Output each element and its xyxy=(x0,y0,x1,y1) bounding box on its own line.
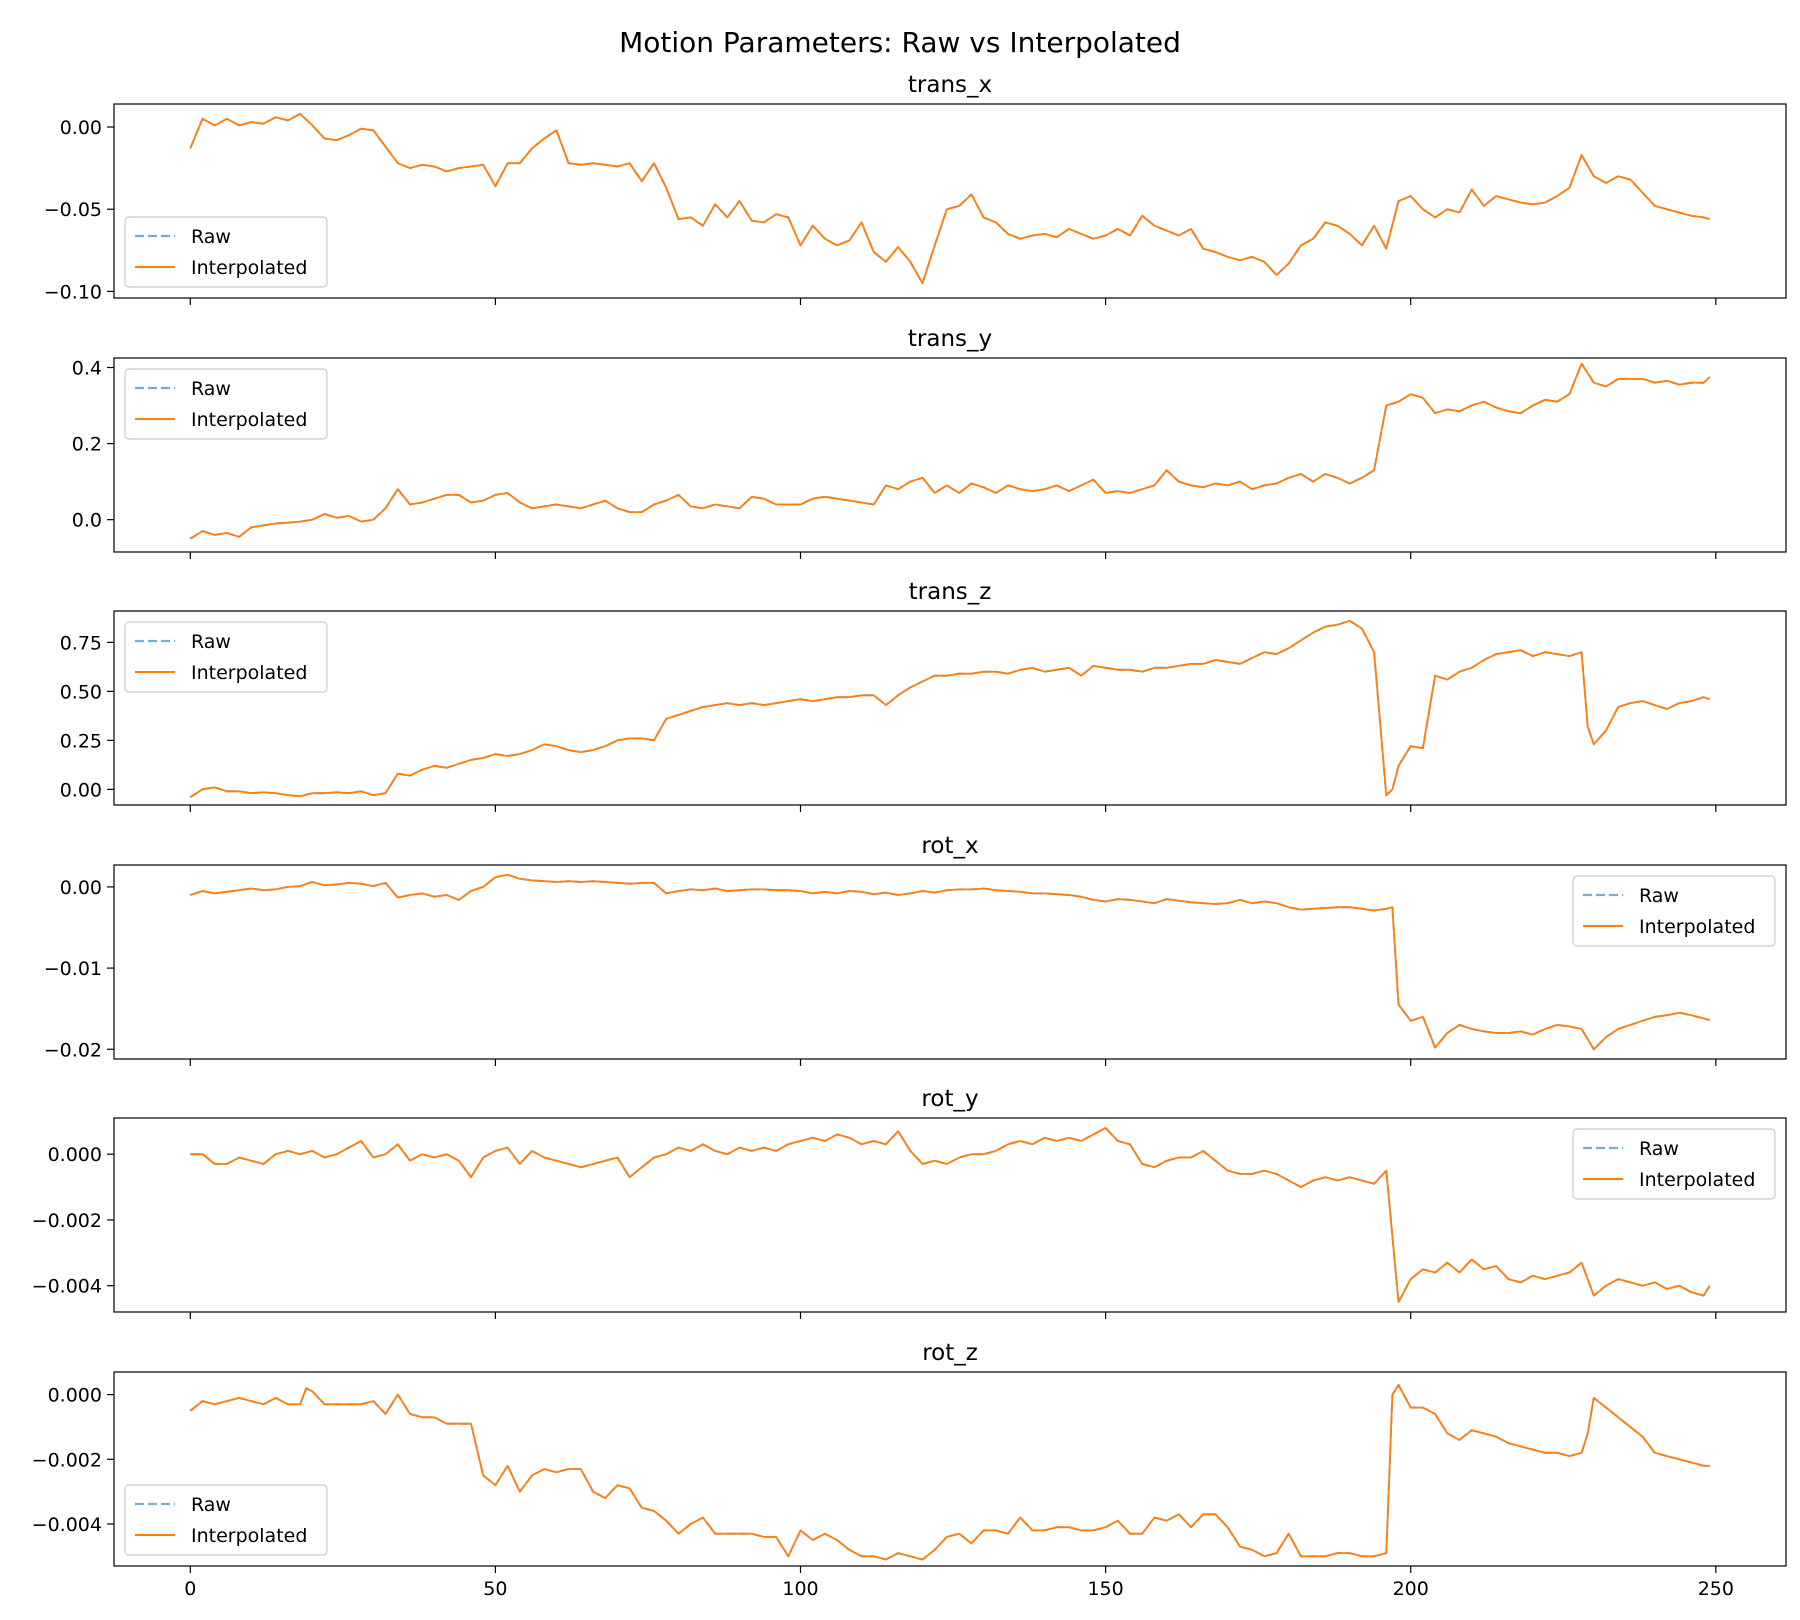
y-tick-label: 0.4 xyxy=(72,358,102,380)
axes-frame xyxy=(113,357,1787,553)
y-tick-label: 0.00 xyxy=(60,779,102,801)
subplot-rot_z: rot_z −0.004 −0.002 0.000 0 50 100 150 200 250 Raw… xyxy=(32,1340,1787,1600)
legend-label: Raw xyxy=(1639,885,1679,907)
series-line-raw xyxy=(189,112,1710,285)
legend-label: Interpolated xyxy=(191,1525,307,1547)
legend-box xyxy=(1572,875,1776,947)
y-tick-label: 0.00 xyxy=(60,117,102,139)
subplot-rot_y: rot_y −0.004 −0.002 0.000 Raw Interpolated xyxy=(32,1086,1787,1319)
y-tick-label: 0.25 xyxy=(60,730,102,752)
axes-frame xyxy=(113,1371,1787,1567)
legend-label: Raw xyxy=(191,378,231,400)
legend-label: Raw xyxy=(191,1494,231,1516)
series-line-interpolated xyxy=(189,1384,1710,1561)
legend-label: Interpolated xyxy=(1639,1169,1755,1191)
legend-box xyxy=(124,1484,328,1556)
x-tick-label: 250 xyxy=(1698,1578,1734,1600)
series-line-interpolated xyxy=(189,113,1710,285)
legend: Raw Interpolated xyxy=(1572,1128,1776,1200)
y-tick-label: 0.0 xyxy=(72,510,102,532)
y-tick-label: −0.002 xyxy=(32,1210,102,1232)
figure-title: Motion Parameters: Raw vs Interpolated xyxy=(619,26,1181,59)
y-tick-label: −0.02 xyxy=(44,1039,102,1061)
x-tick-label: 50 xyxy=(483,1578,507,1600)
subplot-title: rot_x xyxy=(921,833,978,859)
y-tick-label: −0.01 xyxy=(44,958,102,980)
x-tick-label: 100 xyxy=(782,1578,818,1600)
series-line-raw xyxy=(189,873,1710,1051)
axes-frame xyxy=(113,610,1787,806)
y-tick-label: −0.004 xyxy=(32,1276,102,1298)
subplot-rot_x: rot_x −0.02 −0.01 0.00 Raw Interpolated xyxy=(44,833,1787,1066)
series-line-interpolated xyxy=(190,1127,1711,1303)
axes-frame xyxy=(113,103,1787,299)
subplot-trans_y: trans_y 0.0 0.2 0.4 Raw Interpolated xyxy=(72,326,1787,559)
legend: Raw Interpolated xyxy=(124,216,328,288)
y-tick-label: 0.2 xyxy=(72,434,102,456)
legend: Raw Interpolated xyxy=(124,621,328,693)
y-tick-label: 0.75 xyxy=(60,632,102,654)
legend: Raw Interpolated xyxy=(124,1484,328,1556)
legend-box xyxy=(1572,1128,1776,1200)
legend-box xyxy=(124,621,328,693)
y-tick-label: −0.10 xyxy=(44,281,102,303)
subplot-title: trans_z xyxy=(909,579,992,605)
legend-label: Raw xyxy=(191,631,231,653)
y-tick-label: 0.000 xyxy=(48,1385,102,1407)
subplot-title: trans_y xyxy=(908,326,992,352)
subplot-trans_x: trans_x −0.10 −0.05 0.00 Raw Interpolated xyxy=(44,72,1787,305)
axes-frame xyxy=(113,864,1787,1060)
axes-frame xyxy=(113,1117,1787,1313)
subplot-title: rot_z xyxy=(922,1340,978,1366)
y-tick-label: 0.00 xyxy=(60,877,102,899)
legend-label: Interpolated xyxy=(191,662,307,684)
series-line-raw xyxy=(189,362,1711,540)
series-line-interpolated xyxy=(189,619,1710,798)
legend-box xyxy=(124,368,328,440)
series-line-raw xyxy=(190,1126,1711,1304)
legend: Raw Interpolated xyxy=(124,368,328,440)
legend-label: Interpolated xyxy=(191,409,307,431)
legend: Raw Interpolated xyxy=(1572,875,1776,947)
legend-label: Interpolated xyxy=(1639,916,1755,938)
y-tick-label: 0.50 xyxy=(60,681,102,703)
series-line-interpolated xyxy=(189,362,1711,540)
legend-label: Raw xyxy=(1639,1138,1679,1160)
legend-label: Raw xyxy=(191,226,231,248)
series-line-raw xyxy=(189,1383,1710,1561)
legend-label: Interpolated xyxy=(191,257,307,279)
subplot-title: trans_x xyxy=(908,72,992,98)
y-tick-label: 0.000 xyxy=(48,1144,102,1166)
x-tick-label: 0 xyxy=(184,1578,196,1600)
subplot-title: rot_y xyxy=(921,1086,978,1112)
series-line-interpolated xyxy=(190,873,1710,1051)
x-tick-label: 150 xyxy=(1087,1578,1123,1600)
y-tick-label: −0.05 xyxy=(44,199,102,221)
subplot-trans_z: trans_z 0.00 0.25 0.50 0.75 Raw Interpolated xyxy=(60,579,1787,812)
y-tick-label: −0.004 xyxy=(32,1514,102,1536)
x-tick-label: 200 xyxy=(1393,1578,1429,1600)
legend-box xyxy=(124,216,328,288)
y-tick-label: −0.002 xyxy=(32,1449,102,1471)
